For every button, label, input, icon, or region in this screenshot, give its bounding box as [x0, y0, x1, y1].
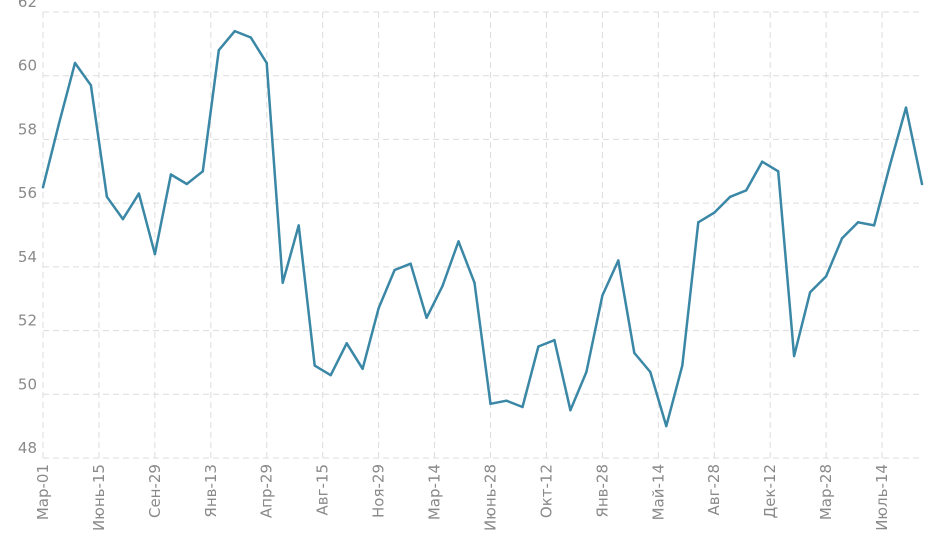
data-point [521, 405, 524, 409]
x-tick-label: Апр-29 [258, 464, 276, 518]
data-point [217, 49, 220, 52]
data-point [633, 351, 636, 355]
data-point [457, 240, 460, 243]
y-tick-label: 62 [18, 0, 37, 11]
data-point [233, 29, 236, 33]
data-point [697, 221, 700, 224]
data-point [760, 160, 764, 163]
data-point [745, 189, 748, 192]
x-tick-label: Июль-14 [873, 464, 891, 531]
data-point [393, 268, 396, 272]
data-point [41, 186, 45, 189]
x-tick-label: Дек-12 [761, 464, 779, 519]
data-point [569, 409, 572, 412]
data-point [665, 424, 668, 428]
y-axis-tick-labels: 48 50 52 54 56 58 60 62 [18, 0, 37, 457]
data-point [792, 354, 796, 358]
y-tick-label: 54 [18, 248, 37, 266]
data-point [776, 170, 780, 173]
data-point [489, 402, 492, 406]
data-point [249, 36, 252, 39]
data-point [361, 367, 364, 370]
data-point [553, 338, 556, 342]
y-tick-label: 56 [18, 184, 37, 202]
data-point [345, 342, 348, 345]
data-point [57, 122, 61, 125]
data-point [281, 281, 284, 284]
x-tick-label: Авг-28 [705, 464, 723, 515]
data-point [441, 284, 444, 288]
data-point [649, 370, 652, 374]
series-line [41, 29, 924, 428]
data-point [601, 294, 604, 297]
data-point [297, 224, 300, 227]
data-point [856, 221, 860, 224]
data-point [425, 316, 428, 320]
x-tick-label: Мар-01 [34, 464, 52, 520]
data-point [808, 291, 812, 294]
data-point [73, 61, 77, 65]
data-point [185, 182, 189, 186]
vertical-gridlines [42, 12, 883, 458]
x-tick-label: Июнь-15 [90, 464, 108, 531]
data-point [137, 192, 141, 195]
series-group [41, 29, 924, 428]
data-point [585, 370, 588, 374]
x-tick-label: Окт-12 [537, 464, 555, 518]
data-point [920, 182, 924, 186]
y-tick-label: 50 [18, 375, 37, 393]
data-point [904, 106, 908, 109]
data-point [713, 211, 716, 214]
x-tick-label: Авг-15 [314, 464, 332, 515]
data-point [872, 224, 876, 227]
x-tick-label: Мар-14 [426, 464, 444, 520]
horizontal-gridlines [43, 11, 922, 459]
y-tick-label: 52 [18, 312, 37, 330]
data-point [840, 236, 844, 240]
data-point [617, 259, 620, 262]
data-point [105, 195, 109, 198]
y-tick-label: 58 [18, 120, 37, 138]
data-point [681, 364, 684, 367]
x-tick-label: Янв-13 [202, 464, 220, 518]
data-point [377, 307, 380, 310]
x-tick-label: Ноя-29 [370, 464, 388, 518]
data-point [537, 345, 540, 348]
data-point [265, 61, 268, 65]
data-point [729, 195, 732, 198]
x-tick-label: Май-14 [649, 464, 667, 520]
x-axis-tick-labels: Мар-01 Июнь-15 Сен-29 Янв-13 Апр-29 Авг-15 Ноя… [34, 464, 891, 531]
data-point [409, 262, 412, 265]
data-point [313, 364, 316, 367]
x-tick-label: Мар-28 [817, 464, 835, 520]
data-point [473, 281, 476, 284]
y-tick-label: 48 [18, 439, 37, 457]
data-point [888, 163, 892, 167]
data-point [329, 373, 332, 377]
data-point [201, 170, 205, 173]
data-point [89, 84, 93, 87]
x-tick-label: Янв-28 [593, 464, 611, 518]
data-point [824, 275, 828, 278]
data-point [169, 173, 173, 176]
y-tick-label: 60 [18, 57, 37, 75]
data-point [505, 399, 508, 402]
x-tick-label: Июнь-28 [481, 464, 499, 531]
data-point [153, 252, 157, 256]
data-point [121, 217, 125, 221]
x-tick-label: Сен-29 [146, 464, 164, 518]
